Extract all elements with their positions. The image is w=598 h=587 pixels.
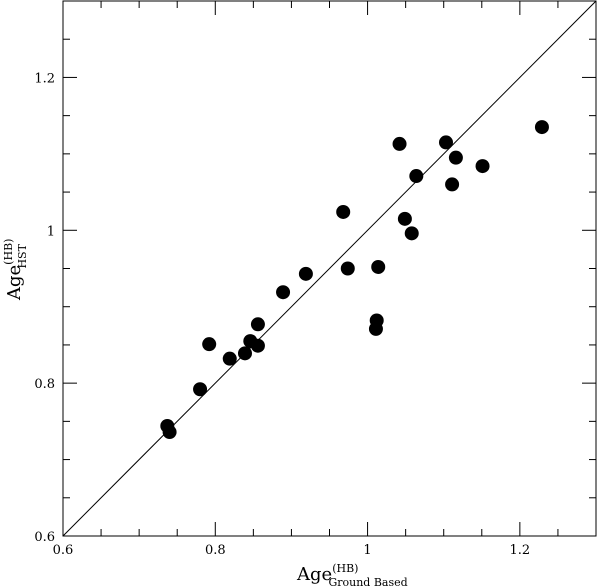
data-point [276,285,291,300]
x-tick-label: 1.2 [510,543,531,558]
data-point [298,266,313,281]
y-tick-label: 1.2 [34,71,55,86]
y-tick-label: 0.6 [34,530,55,545]
y-axis-label-main: Age [4,265,25,301]
data-point [250,317,265,332]
data-point [340,261,355,276]
data-point [475,159,490,174]
data-point [392,136,407,151]
axis-ticks [62,0,597,537]
x-axis-label-sup: (HB) [332,562,358,575]
y-axis-label-sub: HST [16,243,29,268]
data-point [193,382,208,397]
y-axis-label-sup: (HB) [2,239,15,265]
data-point [250,338,265,353]
identity-reference-line [62,0,597,537]
x-tick-label: 0.8 [205,543,226,558]
data-point [445,177,460,192]
data-point [162,425,177,440]
data-point [222,351,237,366]
y-tick-label: 0.8 [34,377,55,392]
x-tick-label: 0.6 [53,543,74,558]
data-point [237,346,252,361]
data-point [371,259,386,274]
data-point [397,211,412,226]
data-point [534,120,549,135]
data-point [404,226,419,241]
data-points [160,120,549,440]
x-axis-label-main: Age [296,564,332,585]
x-tick-label: 1 [363,543,371,558]
data-point [448,150,463,165]
data-point [438,135,453,150]
x-axis-label-sub: Ground Based [328,576,407,587]
data-point [202,337,217,352]
data-point [369,313,384,328]
x-axis-label: Age(HB) Ground Based [296,562,408,587]
data-point [409,169,424,184]
tick-labels: 0.6 0.8 1 1.2 0.6 0.8 1 1.2 [34,71,530,558]
y-tick-label: 1 [47,224,55,239]
y-axis-label: Age(HB)HST [2,239,29,301]
data-point [336,204,351,219]
